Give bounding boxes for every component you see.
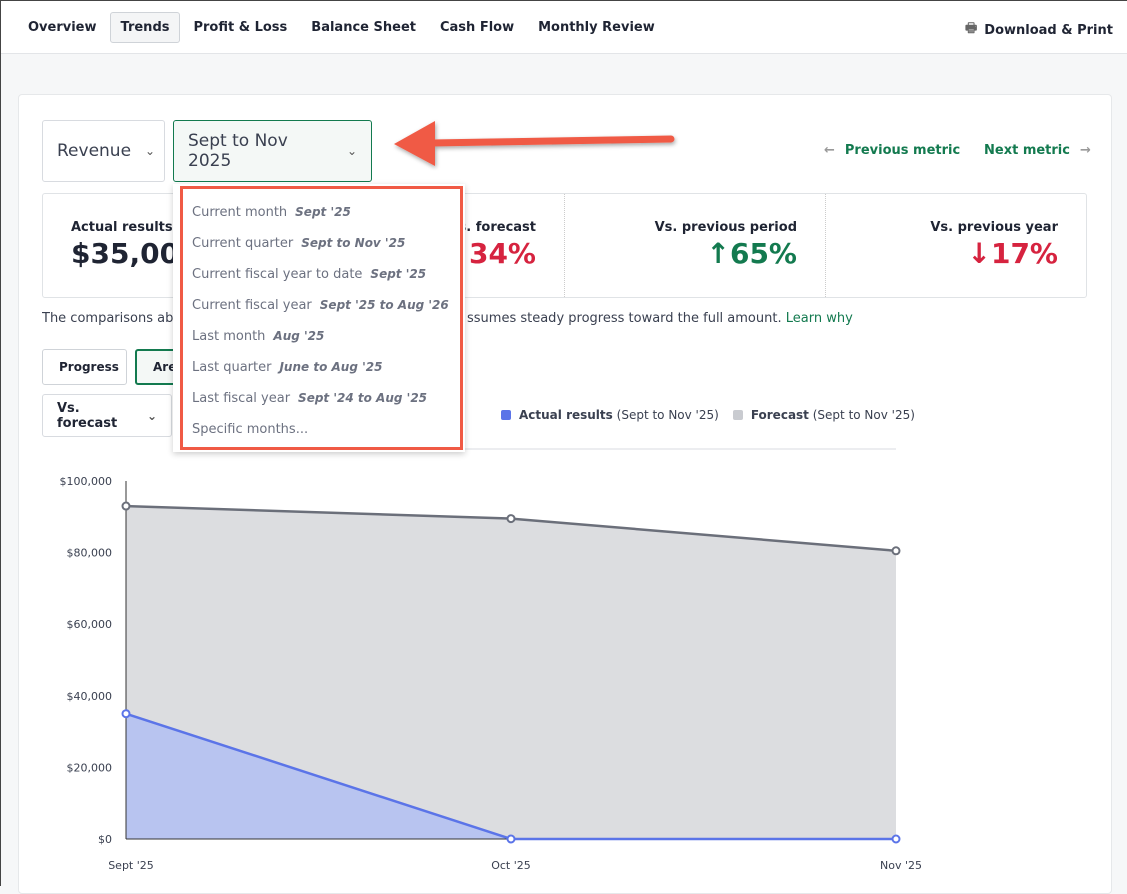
chart-legend: Actual results (Sept to Nov '25) Forecas…: [501, 408, 915, 422]
tab-profit-loss[interactable]: Profit & Loss: [193, 19, 288, 35]
learn-why-link[interactable]: Learn why: [785, 311, 853, 326]
option-label: Last quarter: [192, 360, 272, 375]
compare-value: Vs. forecast: [57, 400, 118, 431]
progress-view-button[interactable]: Progress: [42, 349, 127, 385]
download-label: Download & Print: [984, 22, 1113, 38]
series-area: [126, 713, 896, 839]
metric-select[interactable]: Revenue ⌄: [42, 120, 165, 182]
period-option[interactable]: Current fiscal year Sept '25 to Aug '26: [192, 298, 449, 313]
legend-suffix: (Sept to Nov '25): [616, 408, 719, 422]
next-metric-label: Next metric: [984, 143, 1070, 158]
data-point: [891, 546, 901, 556]
arrow-up-icon: ↑: [706, 237, 730, 270]
data-point: [121, 709, 131, 719]
x-tick-label: Oct '25: [491, 859, 531, 872]
x-tick-label: Nov '25: [880, 859, 922, 872]
tab-trends[interactable]: Trends: [109, 11, 181, 43]
y-tick-label: $80,000: [67, 547, 113, 560]
comparison-note-start: The comparisons ab: [42, 311, 174, 326]
highlight-box: [180, 186, 463, 450]
option-label: Current quarter: [192, 236, 294, 251]
kpi-value: 34%: [468, 237, 536, 270]
option-label: Last month: [192, 329, 266, 344]
kpi-label: Actual results: [71, 220, 173, 235]
data-point: [121, 501, 131, 511]
next-metric-link[interactable]: Next metric →: [984, 143, 1091, 158]
arrow-right-icon: →: [1079, 143, 1091, 158]
option-label: Specific months...: [192, 422, 309, 437]
previous-metric-label: Previous metric: [844, 143, 961, 158]
tab-monthly-review[interactable]: Monthly Review: [538, 19, 655, 35]
comparison-note-end: ssumes steady progress toward the full a…: [467, 311, 853, 326]
legend-label: Actual results: [519, 408, 613, 422]
tab-cash-flow[interactable]: Cash Flow: [439, 19, 515, 35]
option-range: Sept '24 to Aug '25: [298, 391, 428, 405]
y-tick-label: $20,000: [67, 761, 113, 774]
period-option[interactable]: Current quarter Sept to Nov '25: [192, 236, 405, 251]
kpi-label: Vs. forecast: [448, 220, 536, 235]
legend-swatch: [501, 410, 511, 420]
metric-value: Revenue: [57, 141, 132, 161]
option-range: Sept '25: [295, 205, 351, 219]
legend-forecast: Forecast (Sept to Nov '25): [732, 408, 915, 422]
option-label: Current fiscal year: [192, 298, 312, 313]
period-option[interactable]: Last fiscal year Sept '24 to Aug '25: [192, 391, 427, 406]
data-point: [506, 514, 516, 524]
period-option[interactable]: Current month Sept '25: [192, 205, 351, 220]
option-label: Current month: [192, 205, 288, 220]
kpi-actual: Actual results $35,000: [43, 194, 304, 297]
tab-balance-sheet[interactable]: Balance Sheet: [311, 19, 416, 35]
legend-suffix: (Sept to Nov '25): [812, 408, 915, 422]
period-option[interactable]: Specific months...: [192, 422, 316, 437]
tab-overview[interactable]: Overview: [28, 19, 97, 35]
option-label: Current fiscal year to date: [192, 267, 363, 282]
period-option[interactable]: Current fiscal year to date Sept '25: [192, 267, 426, 282]
kpi-value: 65%: [729, 237, 797, 270]
data-point: [506, 834, 516, 844]
kpi-label: Vs. previous year: [930, 220, 1058, 235]
period-option[interactable]: Last quarter June to Aug '25: [192, 360, 382, 375]
kpi-value: 17%: [990, 237, 1058, 270]
option-range: Aug '25: [273, 329, 325, 343]
chevron-down-icon: ⌄: [146, 408, 157, 423]
x-tick-label: Sept '25: [108, 859, 154, 872]
kpi-label: Vs. previous period: [654, 220, 797, 235]
period-dropdown-menu: [173, 184, 465, 452]
option-range: June to Aug '25: [279, 360, 383, 374]
arrow-left-icon: ←: [824, 143, 835, 158]
kpi-vs-previous-year: Vs. previous year ↓17%: [826, 194, 1086, 297]
data-point: [891, 834, 901, 844]
compare-select[interactable]: Vs. forecast ⌄: [42, 394, 172, 437]
arrow-down-icon: ↓: [967, 237, 991, 270]
option-range: Sept '25 to Aug '26: [319, 298, 449, 312]
download-print-button[interactable]: 🖶 Download & Print: [965, 19, 1113, 41]
chevron-down-icon: ⌄: [346, 144, 357, 158]
legend-label: Forecast: [750, 408, 809, 422]
top-nav: Overview Trends Profit & Loss Balance Sh…: [1, 1, 1127, 54]
y-tick-label: $100,000: [60, 475, 113, 488]
y-tick-label: $0: [98, 833, 112, 846]
option-range: Sept '25: [370, 267, 427, 281]
previous-metric-link[interactable]: ← Previous metric: [824, 143, 960, 158]
kpi-value: $35,000: [71, 237, 179, 270]
option-label: Last fiscal year: [192, 391, 291, 406]
y-tick-label: $60,000: [67, 618, 113, 631]
y-tick-label: $40,000: [67, 690, 113, 703]
legend-swatch: [732, 410, 743, 420]
period-option[interactable]: Last month Aug '25: [192, 329, 324, 344]
option-range: Sept to Nov '25: [301, 236, 406, 250]
period-select[interactable]: Sept to Nov 2025 ⌄: [173, 120, 372, 182]
legend-actual: Actual results (Sept to Nov '25): [501, 408, 719, 422]
chevron-down-icon: ⌄: [145, 144, 156, 158]
note-end: ssumes steady progress toward the full a…: [467, 311, 782, 326]
series-area: [126, 506, 896, 839]
kpi-vs-previous-period: Vs. previous period ↑65%: [565, 194, 826, 297]
printer-icon: 🖶: [965, 21, 978, 36]
period-value: Sept to Nov 2025: [188, 131, 288, 171]
